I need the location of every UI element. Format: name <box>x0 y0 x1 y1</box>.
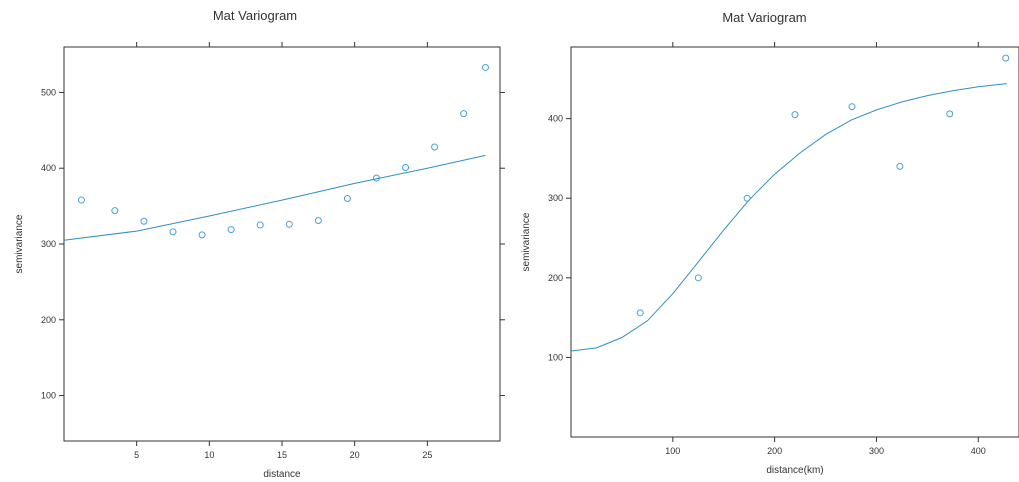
right-y-tick-label: 300 <box>548 193 563 203</box>
right-data-point <box>1002 54 1010 62</box>
left-data-point <box>372 174 380 182</box>
right-plot-frame <box>570 46 1019 438</box>
right-variogram-chart: 100 200 300 400 100 200 300 400 distance(km) semi… <box>521 42 1019 476</box>
right-fitted-model-line <box>570 83 1007 352</box>
left-data-point <box>481 63 489 71</box>
left-y-axis-label: semivariance <box>14 214 25 273</box>
left-x-tick-label: 15 <box>277 450 287 460</box>
left-y-tick-label: 500 <box>41 87 56 97</box>
left-x-axis-label: distance <box>263 469 301 480</box>
right-y-tick-label: 200 <box>548 273 563 283</box>
left-data-point <box>431 143 439 151</box>
right-x-tick-label: 200 <box>767 446 782 456</box>
left-data-point <box>460 110 468 118</box>
right-chart-title: Mat Variogram <box>722 10 807 25</box>
left-data-point <box>169 228 177 236</box>
left-x-tick-label: 20 <box>350 450 360 460</box>
right-data-point <box>694 274 702 282</box>
left-plot-frame <box>63 46 501 442</box>
left-data-point <box>343 195 351 203</box>
right-data-point <box>636 309 644 317</box>
right-x-axis-label: distance(km) <box>766 465 823 476</box>
left-x-tick-label: 25 <box>422 450 432 460</box>
left-variogram-chart: 5 10 15 20 25 100 200 300 400 500 distance semivari… <box>14 42 505 480</box>
right-chart-panel: Mat Variogram 100 200 300 400 100 200 300 400 di… <box>510 0 1019 482</box>
left-y-tick-label: 300 <box>41 239 56 249</box>
left-x-tick-label: 10 <box>204 450 214 460</box>
left-data-point <box>285 220 293 228</box>
right-y-tick-label: 100 <box>548 352 563 362</box>
right-data-point <box>791 111 799 119</box>
right-y-axis-label: semivariance <box>521 212 532 271</box>
left-data-point <box>227 226 235 234</box>
right-y-tick-label: 400 <box>548 114 563 124</box>
left-data-point <box>402 163 410 171</box>
right-x-tick-label: 100 <box>665 446 680 456</box>
left-data-point <box>256 221 264 229</box>
left-y-tick-label: 400 <box>41 163 56 173</box>
right-data-point <box>743 194 751 202</box>
left-data-point <box>77 196 85 204</box>
right-data-point <box>896 162 904 170</box>
right-data-point <box>848 103 856 111</box>
left-data-point <box>198 231 206 239</box>
right-data-point <box>946 110 954 118</box>
left-data-point <box>111 207 119 215</box>
left-x-tick-label: 5 <box>134 450 139 460</box>
left-fitted-model-line <box>63 154 486 241</box>
right-x-tick-label: 300 <box>869 446 884 456</box>
left-chart-title: Mat Variogram <box>212 8 298 23</box>
right-x-tick-label: 400 <box>971 446 986 456</box>
left-chart-panel: Mat Variogram 5 10 15 20 25 100 200 300 400 500 di… <box>14 8 505 480</box>
left-y-tick-label: 100 <box>41 391 56 401</box>
left-data-point <box>314 217 322 225</box>
left-data-point <box>140 217 148 225</box>
left-y-tick-label: 200 <box>41 315 56 325</box>
